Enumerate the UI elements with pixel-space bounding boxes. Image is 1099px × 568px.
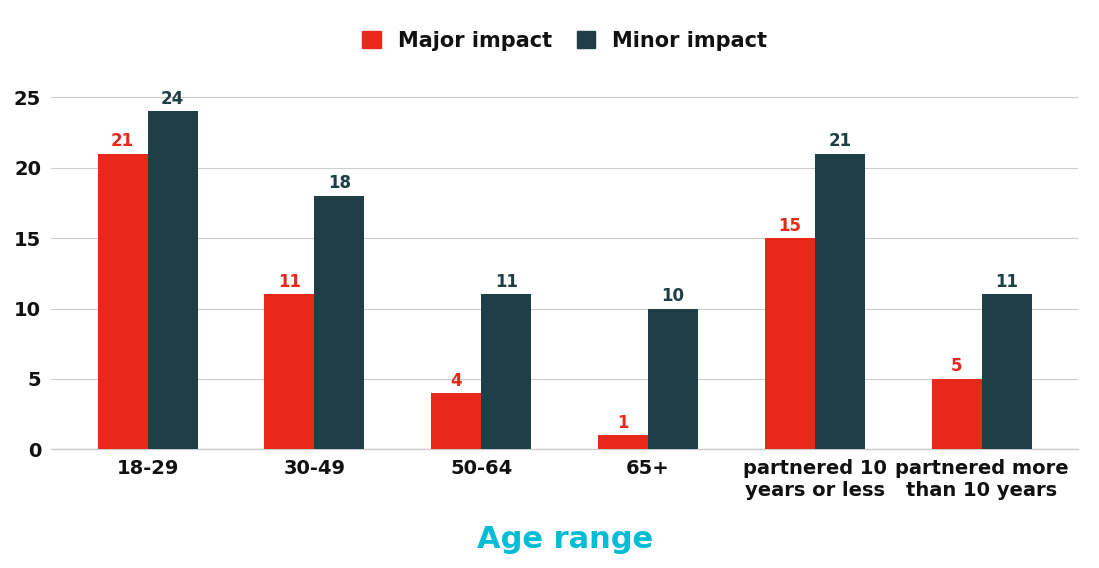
Bar bbox=[314, 196, 365, 449]
Text: 11: 11 bbox=[996, 273, 1019, 291]
Text: 15: 15 bbox=[778, 216, 801, 235]
Text: 10: 10 bbox=[662, 287, 685, 305]
Bar bbox=[98, 153, 147, 449]
Text: 21: 21 bbox=[111, 132, 134, 150]
Legend: Major impact, Minor impact: Major impact, Minor impact bbox=[354, 23, 776, 59]
Bar bbox=[265, 294, 314, 449]
Text: 5: 5 bbox=[951, 357, 963, 375]
Bar bbox=[765, 238, 815, 449]
Text: 1: 1 bbox=[618, 414, 629, 432]
Text: 4: 4 bbox=[451, 371, 462, 390]
Bar bbox=[981, 294, 1032, 449]
Bar bbox=[815, 153, 865, 449]
Text: 18: 18 bbox=[328, 174, 351, 193]
Bar bbox=[431, 393, 481, 449]
Text: 11: 11 bbox=[278, 273, 301, 291]
Text: 21: 21 bbox=[829, 132, 852, 150]
X-axis label: Age range: Age range bbox=[477, 525, 653, 554]
Text: 11: 11 bbox=[495, 273, 518, 291]
Bar bbox=[932, 379, 981, 449]
Text: 24: 24 bbox=[162, 90, 185, 108]
Bar bbox=[147, 111, 198, 449]
Bar bbox=[481, 294, 531, 449]
Bar bbox=[598, 435, 648, 449]
Bar bbox=[648, 308, 698, 449]
